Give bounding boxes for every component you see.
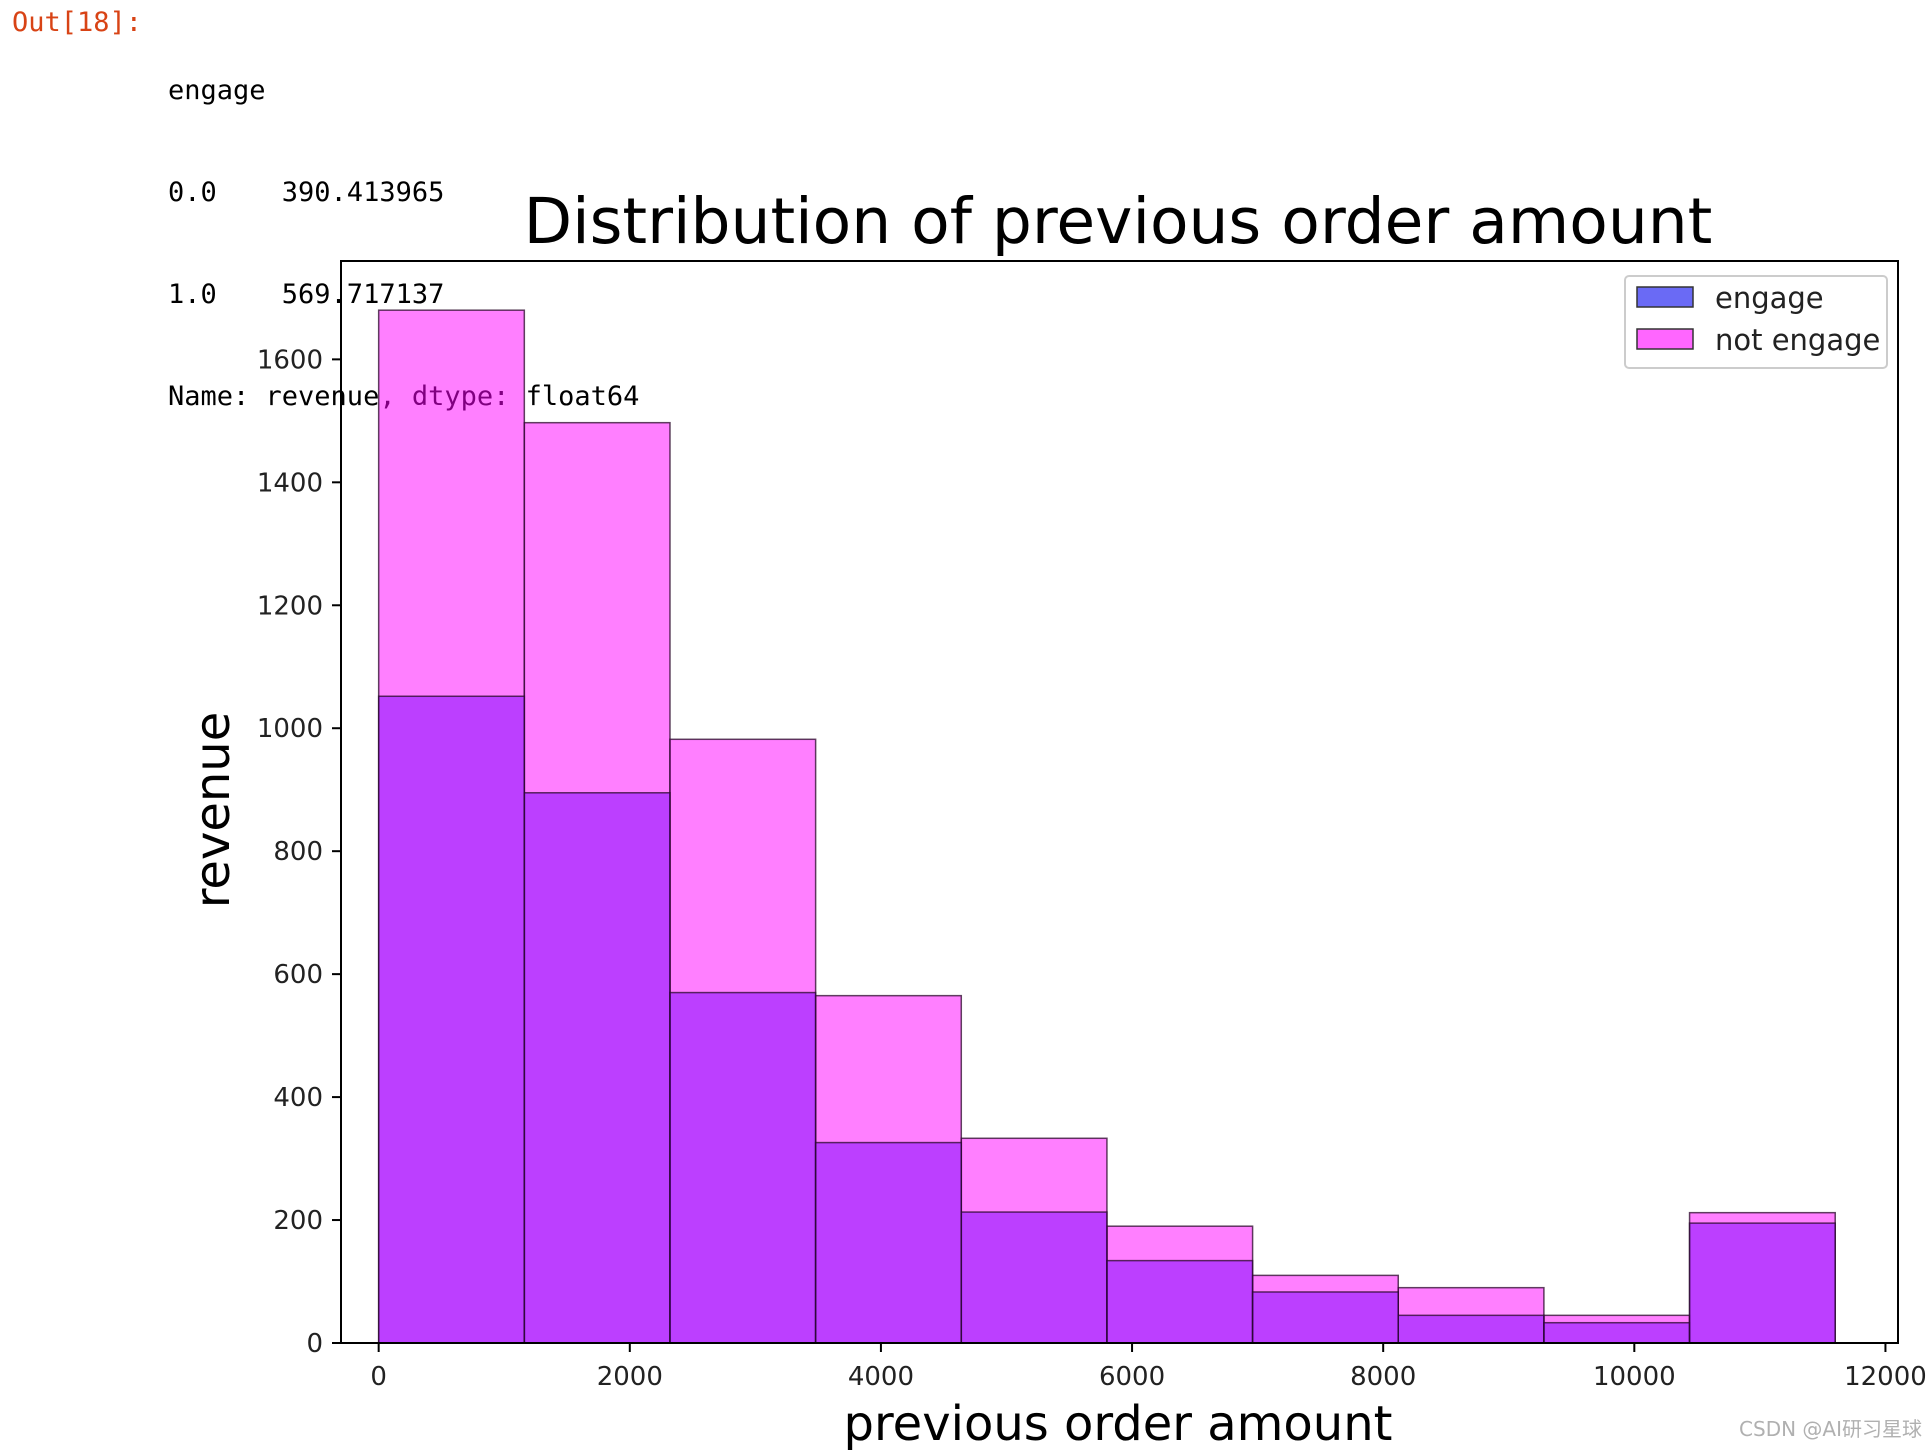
bar-engage-2 [669, 991, 817, 1344]
x-tick-label: 6000 [1099, 1362, 1165, 1392]
x-tick-label: 8000 [1350, 1362, 1416, 1392]
bar-engage-9 [1688, 1222, 1836, 1344]
output-line: engage [168, 75, 266, 106]
y-tick-label: 1200 [257, 591, 323, 621]
y-tick-label: 1400 [257, 468, 323, 498]
y-tick-label: 0 [306, 1329, 323, 1359]
x-tick-label: 2000 [597, 1362, 663, 1392]
bar-engage-6 [1251, 1291, 1400, 1344]
y-tick-label: 600 [273, 960, 323, 990]
output-prompt: Out[18]: [12, 7, 143, 38]
legend: engage not engage [1624, 275, 1888, 369]
watermark: CSDN @AI研习星球 [1739, 1417, 1922, 1441]
y-tick-label: 1000 [257, 714, 323, 744]
legend-swatch-not-engage [1636, 328, 1694, 350]
bar-engage-1 [523, 792, 671, 1344]
y-tick-label: 800 [273, 837, 323, 867]
y-tick-label: 1600 [257, 345, 323, 375]
bars-layer [377, 309, 1836, 1344]
ticks-layer: 0 2000 4000 6000 8000 10000 12000 0 200 400 600 800… [257, 345, 1927, 1392]
bar-engage-7 [1397, 1314, 1545, 1344]
bar-engage-4 [960, 1211, 1108, 1344]
plot-frame [340, 260, 1899, 1344]
output-line: 1.0 569.717137 [168, 279, 445, 310]
x-tick-label: 0 [370, 1362, 387, 1392]
output-line: 0.0 390.413965 [168, 177, 445, 208]
x-tick-label: 12000 [1844, 1362, 1927, 1392]
legend-label-not-engage: not engage [1715, 323, 1880, 357]
legend-swatch-engage [1636, 286, 1694, 308]
y-tick-label: 400 [273, 1083, 323, 1113]
x-axis-label: previous order amount [844, 1396, 1393, 1452]
bar-engage-0 [377, 695, 526, 1344]
bar-engage-8 [1543, 1321, 1691, 1344]
x-tick-label: 10000 [1593, 1362, 1676, 1392]
x-tick-label: 4000 [848, 1362, 914, 1392]
bar-engage-3 [814, 1141, 963, 1344]
chart-title: Distribution of previous order amount [524, 185, 1713, 258]
legend-label-engage: engage [1715, 281, 1824, 315]
y-axis-label: revenue [185, 712, 241, 909]
y-tick-label: 200 [273, 1206, 323, 1236]
bar-engage-5 [1106, 1259, 1254, 1344]
